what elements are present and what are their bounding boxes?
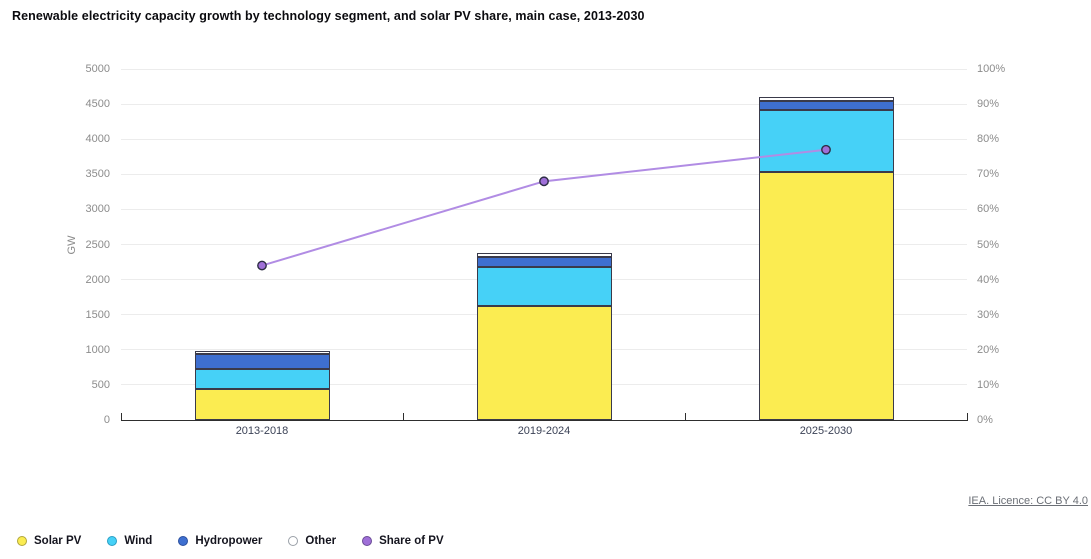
y-tick-label-left: 4500 — [85, 98, 110, 111]
y-tick-label-left: 2500 — [85, 238, 110, 251]
legend-item-solar-pv[interactable]: Solar PV — [17, 535, 81, 547]
bar-segment-other[interactable] — [194, 350, 330, 354]
legend-item-label: Solar PV — [34, 535, 82, 547]
bar-segment-hydropower[interactable] — [758, 100, 894, 110]
share-of-pv-line — [257, 144, 831, 271]
legend-swatch-icon — [178, 536, 189, 546]
legend-swatch-icon — [17, 536, 27, 546]
gridline — [121, 138, 967, 140]
y-tick-label-left: 3500 — [85, 168, 110, 181]
gridline — [121, 208, 967, 210]
legend-swatch-icon — [288, 536, 299, 546]
y-tick-label-right: 70% — [977, 168, 1000, 181]
y-tick-label-right: 60% — [977, 203, 1000, 216]
chart-title: Renewable electricity capacity growth by… — [12, 9, 645, 23]
y-tick-label-right: 30% — [977, 308, 1000, 321]
y-tick-label-left: 2000 — [85, 273, 110, 286]
legend-item-hydropower[interactable]: Hydropower — [178, 535, 262, 547]
bar-segment-hydropower[interactable] — [476, 257, 612, 267]
legend-item-label: Hydropower — [195, 535, 263, 547]
y-tick-label-left: 3000 — [85, 203, 110, 216]
y-tick-label-left: 0 — [103, 414, 110, 426]
y-tick-label-left: 1000 — [85, 343, 110, 356]
licence-link[interactable]: IEA. Licence: CC BY 4.0 — [968, 495, 1088, 507]
gridline — [121, 103, 967, 105]
legend-item-label: Other — [305, 535, 337, 547]
line-marker[interactable] — [539, 176, 549, 187]
x-axis-label: 2025-2030 — [799, 425, 853, 437]
x-axis-tick — [967, 413, 968, 420]
legend-item-label: Wind — [124, 535, 153, 547]
y-tick-label-right: 40% — [977, 273, 1000, 286]
legend-item-wind[interactable]: Wind — [107, 535, 152, 547]
legend-item-share-of-pv[interactable]: Share of PV — [362, 535, 444, 547]
bar-segment-other[interactable] — [476, 253, 612, 258]
bar-segment-wind[interactable] — [194, 368, 330, 390]
y-tick-label-right: 50% — [977, 238, 1000, 251]
x-axis-tick — [685, 413, 686, 420]
y-tick-label-right: 90% — [977, 98, 1000, 111]
bar-segment-hydropower[interactable] — [194, 353, 330, 369]
bar-segment-wind[interactable] — [758, 109, 894, 173]
x-axis-tick — [403, 413, 404, 420]
y-tick-label-left: 1500 — [85, 308, 110, 321]
bar-segment-solar-pv[interactable] — [758, 172, 894, 420]
x-axis-label: 2013-2018 — [235, 425, 289, 437]
gridline — [121, 173, 967, 175]
legend-swatch-icon — [362, 536, 373, 546]
bar-segment-wind[interactable] — [476, 266, 612, 307]
legend: Solar PV Wind Hydropower Other Share of PV — [17, 535, 444, 547]
legend-item-label: Share of PV — [379, 535, 444, 547]
bar-segment-other[interactable] — [758, 97, 894, 101]
y-tick-label-left: 5000 — [85, 63, 110, 75]
x-axis-tick — [121, 413, 122, 420]
plot-area — [121, 68, 967, 420]
y-tick-label-right: 10% — [977, 378, 1000, 391]
y-tick-label-left: 500 — [91, 378, 110, 391]
bar-segment-solar-pv[interactable] — [476, 306, 612, 420]
line-marker[interactable] — [257, 260, 267, 271]
y-tick-label-right: 100% — [977, 63, 1006, 75]
y-tick-label-right: 20% — [977, 343, 1000, 356]
y-tick-label-right: 0% — [977, 414, 993, 426]
y-tick-label-right: 80% — [977, 133, 1000, 146]
gridline — [121, 244, 967, 245]
legend-item-other[interactable]: Other — [288, 535, 336, 547]
gridline — [121, 68, 967, 70]
line-marker[interactable] — [821, 144, 831, 155]
legend-swatch-icon — [107, 536, 118, 546]
y-tick-label-left: 4000 — [85, 133, 110, 146]
line-path — [261, 148, 827, 267]
bar-segment-solar-pv[interactable] — [194, 389, 330, 420]
x-axis-line — [121, 420, 968, 421]
x-axis-label: 2019-2024 — [517, 425, 571, 437]
